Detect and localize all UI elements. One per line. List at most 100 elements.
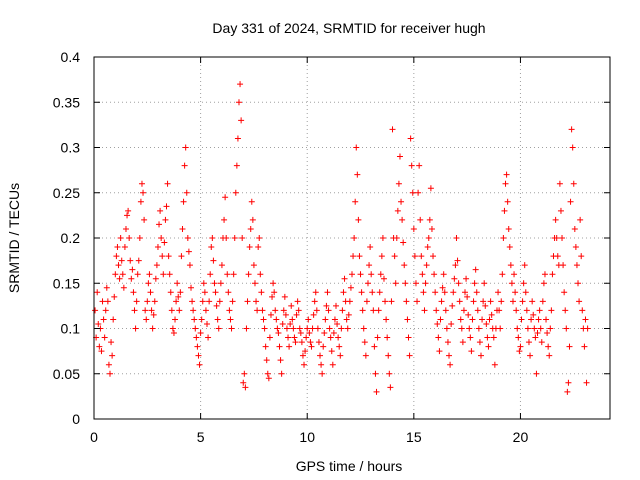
data-point [216,298,223,305]
data-point [244,298,251,305]
data-point [298,339,305,346]
x-axis-title: GPS time / hours [296,458,403,474]
data-point [189,298,196,305]
data-point [197,330,204,337]
data-point [279,320,286,327]
data-point [349,271,355,278]
data-point [545,343,552,350]
data-point [452,262,459,269]
y-axis-title: SRMTID / TECUs [6,183,22,293]
data-point [379,235,386,241]
data-point [564,388,571,395]
data-point [326,325,333,332]
data-point [382,298,389,305]
data-point [394,207,401,214]
data-point [502,180,509,187]
data-point [583,379,590,386]
data-point [380,275,387,282]
data-point [418,253,425,260]
data-point [198,316,205,323]
data-point [128,275,135,282]
data-point [455,280,462,287]
data-point [553,235,560,241]
data-point [459,339,466,346]
data-point [102,307,109,314]
data-point [340,289,347,296]
data-point [159,253,166,260]
data-point [346,298,353,305]
data-point [571,225,578,232]
data-point [351,235,358,241]
data-point [210,257,217,264]
data-point [164,180,171,187]
data-point [179,225,186,232]
data-point [161,239,168,246]
data-point [386,370,393,377]
data-point [223,235,230,241]
data-point [556,180,563,187]
data-point [375,307,382,314]
data-point [419,271,426,278]
data-point [547,325,554,332]
data-point [516,348,523,355]
data-point [184,235,191,241]
data-point [127,257,134,264]
data-point [364,280,371,287]
data-point [532,334,539,341]
data-point [132,325,139,332]
data-point [138,180,145,187]
data-point [165,253,172,260]
data-point [101,334,108,341]
data-point [133,298,140,305]
data-point [517,343,524,350]
data-point [563,325,570,332]
data-point [565,379,572,386]
data-point [325,307,332,314]
data-point [376,289,383,296]
data-point [384,334,391,341]
data-point [426,216,433,223]
data-point [391,253,398,260]
data-point [160,271,167,278]
data-point [122,225,129,232]
data-point [466,325,473,332]
data-point [410,225,417,232]
data-point [217,280,224,287]
data-point [115,262,122,269]
data-point [344,325,351,332]
data-point [415,189,422,196]
data-point [105,361,112,368]
data-point [423,262,430,269]
data-point [266,334,273,341]
data-point [96,343,103,350]
data-point [233,162,240,169]
data-point [362,352,369,359]
data-point [443,325,450,332]
data-point [324,289,331,296]
data-point [448,320,455,327]
data-point [499,271,506,278]
data-point [374,334,381,341]
data-point [272,307,279,314]
data-point [218,262,225,269]
data-point [305,316,312,323]
data-point [354,171,361,178]
data-point [167,289,174,296]
data-point [331,316,338,323]
data-point [134,271,141,278]
data-point [264,370,271,377]
data-point [126,235,133,241]
data-point [513,307,520,314]
data-point [117,235,124,241]
data-point [270,280,277,287]
data-point [422,280,429,287]
data-point [234,135,241,142]
y-tick-label: 0.15 [53,275,80,291]
y-tick-label: 0.25 [53,185,80,201]
data-point [207,271,214,278]
data-point [335,334,342,341]
data-point [409,189,416,196]
data-point [427,185,434,192]
data-point [152,275,159,282]
data-point [239,235,246,241]
